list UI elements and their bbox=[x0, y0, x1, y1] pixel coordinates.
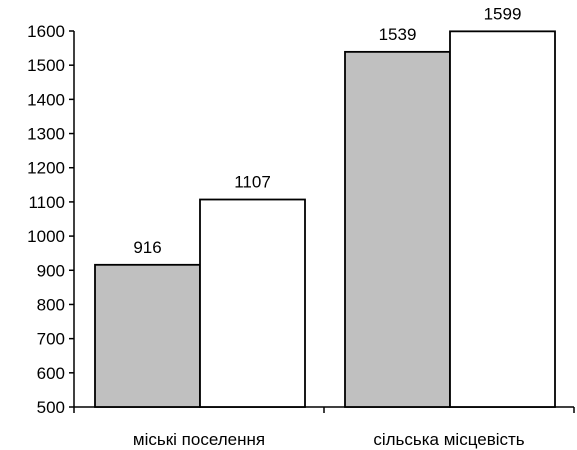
x-axis: міські поселення сільська місцевість bbox=[73, 406, 575, 449]
y-tick-label: 1000 bbox=[27, 227, 65, 246]
y-tick-label: 900 bbox=[37, 261, 65, 280]
y-tick-label: 600 bbox=[37, 364, 65, 383]
y-tick-label: 1600 bbox=[27, 22, 65, 41]
category-label: сільська місцевість bbox=[373, 430, 524, 449]
y-tick-label: 1100 bbox=[28, 193, 65, 212]
y-tick-label: 700 bbox=[37, 330, 65, 349]
y-tick-label: 500 bbox=[37, 398, 65, 417]
y-tick-label: 1400 bbox=[27, 90, 65, 109]
bar-value-label: 916 bbox=[133, 238, 161, 257]
category-label: міські поселення bbox=[133, 430, 265, 449]
bar bbox=[199, 198, 306, 408]
bar-value-label: 1107 bbox=[234, 173, 271, 192]
bar-value-label: 1539 bbox=[379, 25, 417, 44]
bar bbox=[94, 263, 201, 408]
y-tick-label: 800 bbox=[37, 295, 65, 314]
bar bbox=[344, 50, 451, 408]
bar bbox=[449, 30, 556, 408]
y-tick-label: 1200 bbox=[27, 159, 65, 178]
y-axis: 500 600 700 800 900 1000 1100 1200 1300 1400 1500 1… bbox=[27, 22, 75, 417]
y-tick-label: 1300 bbox=[27, 125, 65, 144]
bars bbox=[94, 30, 556, 408]
data-labels: 916 1107 1539 1599 bbox=[133, 4, 521, 256]
bar-value-label: 1599 bbox=[484, 4, 522, 23]
y-tick-label: 1500 bbox=[27, 56, 65, 75]
